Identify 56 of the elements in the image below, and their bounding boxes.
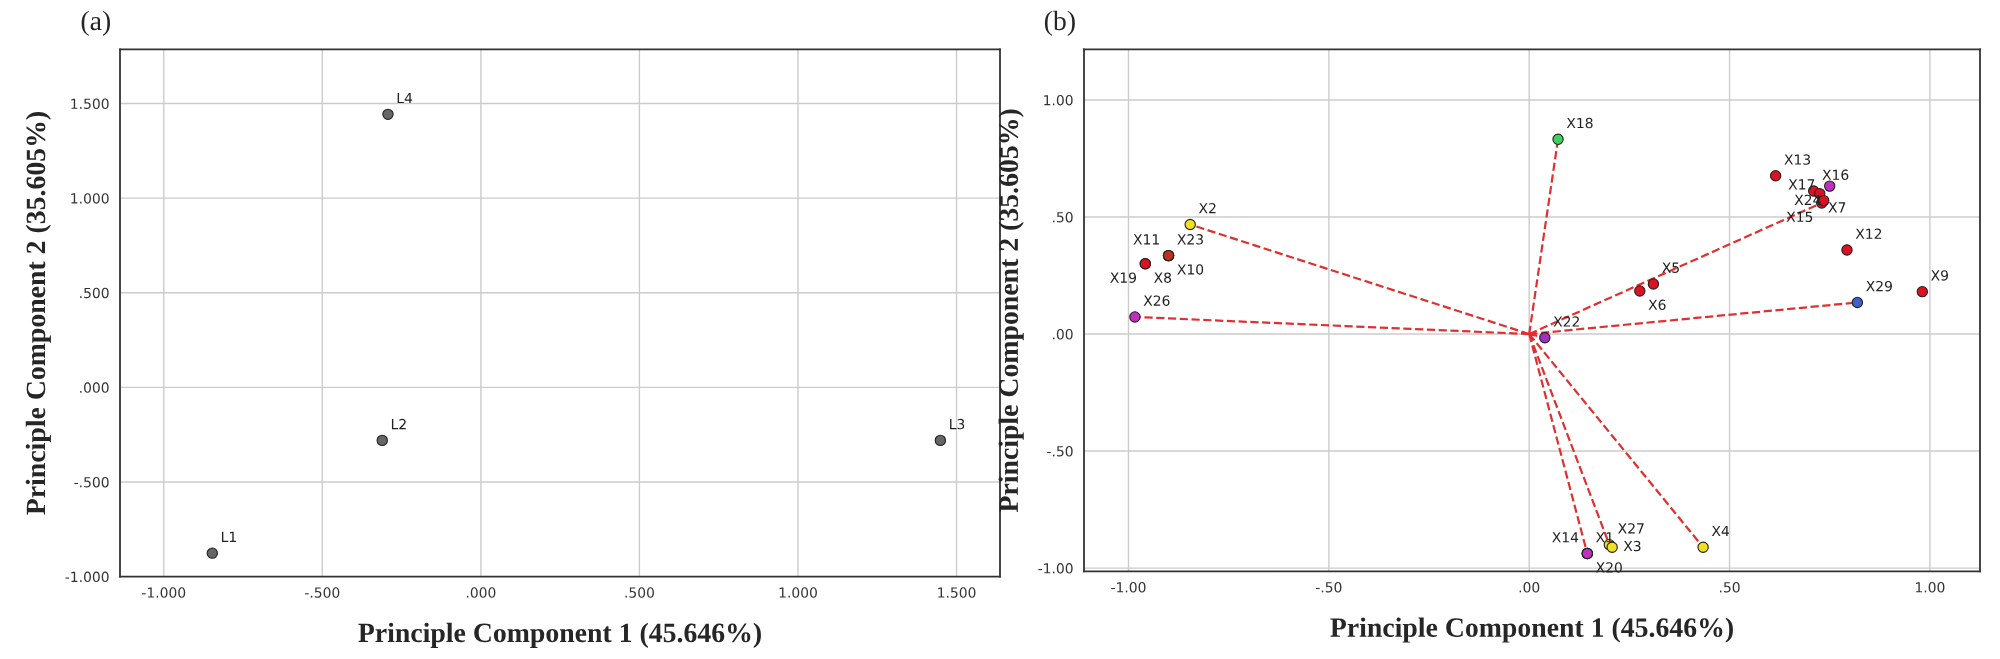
annotation: X19 — [1110, 272, 1136, 283]
annotation: X23 — [1177, 234, 1203, 245]
annotation: L3 — [950, 418, 965, 430]
annotation: X20 — [1596, 562, 1622, 573]
annotation: X3 — [1623, 540, 1641, 552]
annotation: X11 — [1133, 234, 1159, 245]
annotation: L4 — [397, 92, 413, 104]
annotation: X4 — [1711, 525, 1730, 537]
annotation: X13 — [1784, 154, 1811, 165]
annotation: X22 — [1553, 316, 1579, 327]
annotation: L2 — [391, 418, 406, 430]
y-tick-label: .000 — [80, 382, 109, 393]
annotation: X2 — [1198, 202, 1216, 214]
y-tick-label: 1.500 — [71, 98, 109, 110]
annotation: X7 — [1828, 202, 1846, 213]
annotation: X9 — [1931, 270, 1949, 281]
annotation: L1 — [221, 531, 236, 542]
x-tick-label: .000 — [466, 587, 496, 598]
chart-title: (a) — [81, 10, 111, 36]
y-axis-title: Principle Component 2 (35.605%) — [998, 109, 1024, 513]
x-tick-label: 1.500 — [938, 587, 976, 598]
x-axis-title: Principle Component 1 (45.646%) — [358, 622, 761, 648]
x-tick-label: -.50 — [1315, 582, 1342, 593]
y-tick-label: -.50 — [1047, 446, 1073, 457]
y-tick-label: 1.000 — [71, 193, 109, 204]
annotation: X14 — [1552, 532, 1579, 543]
annotation: X27 — [1618, 523, 1644, 534]
annotation: X26 — [1143, 295, 1170, 306]
y-tick-label: -1.00 — [1038, 563, 1073, 574]
x-tick-label: -1.000 — [142, 587, 186, 598]
annotation: X17 — [1788, 179, 1815, 190]
annotation: X16 — [1822, 169, 1849, 180]
y-tick-label: .00 — [1052, 329, 1073, 340]
annotation: X8 — [1154, 272, 1172, 283]
y-tick-label: -.500 — [74, 476, 109, 488]
y-axis-title: Principle Component 2 (35.605%) — [25, 112, 51, 515]
annotation: X5 — [1662, 262, 1679, 273]
annotation: X10 — [1177, 264, 1204, 275]
y-tick-label: -1.000 — [65, 571, 109, 583]
y-tick-label: .50 — [1052, 211, 1073, 223]
y-tick-label: .500 — [80, 287, 109, 299]
y-tick-label: 1.00 — [1044, 94, 1073, 106]
x-tick-label: .50 — [1719, 582, 1740, 593]
x-tick-label: 1.00 — [1915, 582, 1945, 593]
annotation: X12 — [1855, 228, 1882, 239]
chart-title: (b) — [1044, 10, 1075, 36]
annotation: X15 — [1786, 211, 1813, 223]
annotation: X6 — [1648, 299, 1666, 311]
x-tick-label: .00 — [1519, 582, 1540, 593]
annotation: X29 — [1866, 280, 1892, 292]
x-tick-label: -.500 — [305, 587, 340, 598]
x-tick-label: 1.000 — [779, 587, 817, 598]
annotation: X18 — [1566, 117, 1593, 129]
x-tick-label: .500 — [625, 587, 654, 598]
x-axis-title: Principle Component 1 (45.646%) — [1330, 617, 1733, 643]
x-tick-label: -1.00 — [1111, 582, 1146, 593]
